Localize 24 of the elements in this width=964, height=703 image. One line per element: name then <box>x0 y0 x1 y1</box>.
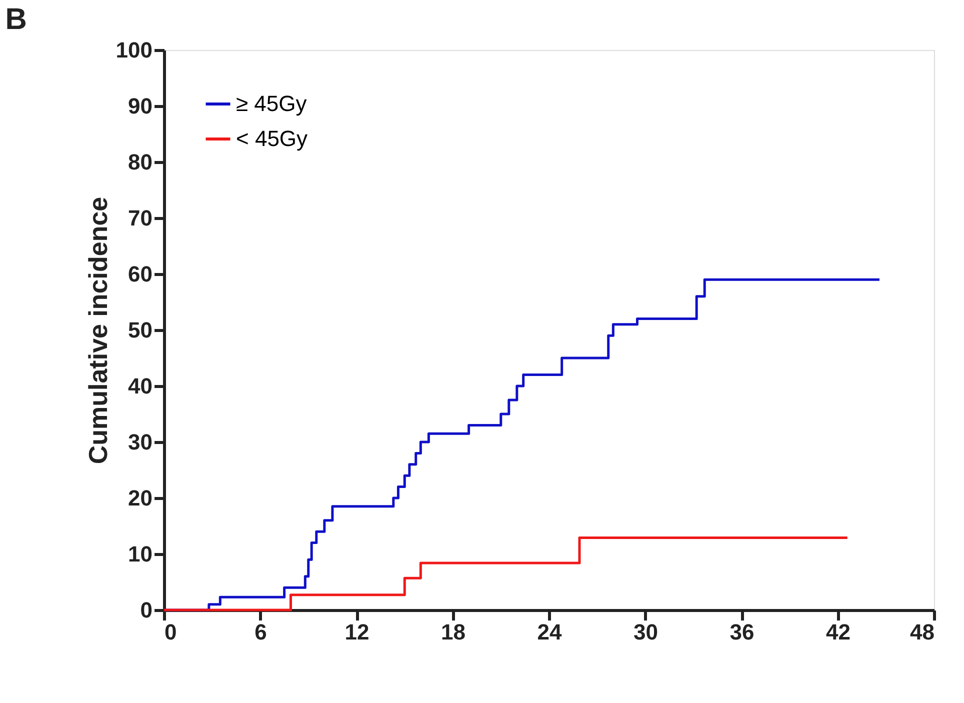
y-tick-label: 70 <box>128 206 152 230</box>
x-tick-label: 12 <box>344 620 370 644</box>
y-tick-label: 10 <box>128 542 152 566</box>
y-tick-label: 40 <box>128 374 152 398</box>
x-tick-label: 30 <box>634 620 658 644</box>
x-tick-label: 0 <box>164 620 177 644</box>
x-tick-label: 24 <box>537 620 562 644</box>
x-tick-label: 36 <box>730 620 754 644</box>
y-tick-label: 60 <box>128 262 152 286</box>
y-tick-label: 90 <box>128 94 152 118</box>
x-tick-label: 42 <box>826 620 850 644</box>
x-tick-label: 48 <box>910 620 934 644</box>
x-tick-label: 6 <box>254 620 267 644</box>
chart-title: B <box>5 3 27 36</box>
y-tick-label: 30 <box>128 430 152 454</box>
y-tick-label: 20 <box>128 486 152 510</box>
legend-label: < 45Gy <box>236 126 308 151</box>
legend-label: ≥ 45Gy <box>236 91 307 116</box>
x-tick-label: 18 <box>441 620 466 644</box>
y-tick-label: 100 <box>116 38 152 62</box>
y-tick-label: 0 <box>140 598 152 622</box>
y-axis-title: Cumulative incidence <box>82 196 113 464</box>
y-tick-label: 80 <box>128 150 152 174</box>
y-tick-label: 50 <box>128 318 152 342</box>
